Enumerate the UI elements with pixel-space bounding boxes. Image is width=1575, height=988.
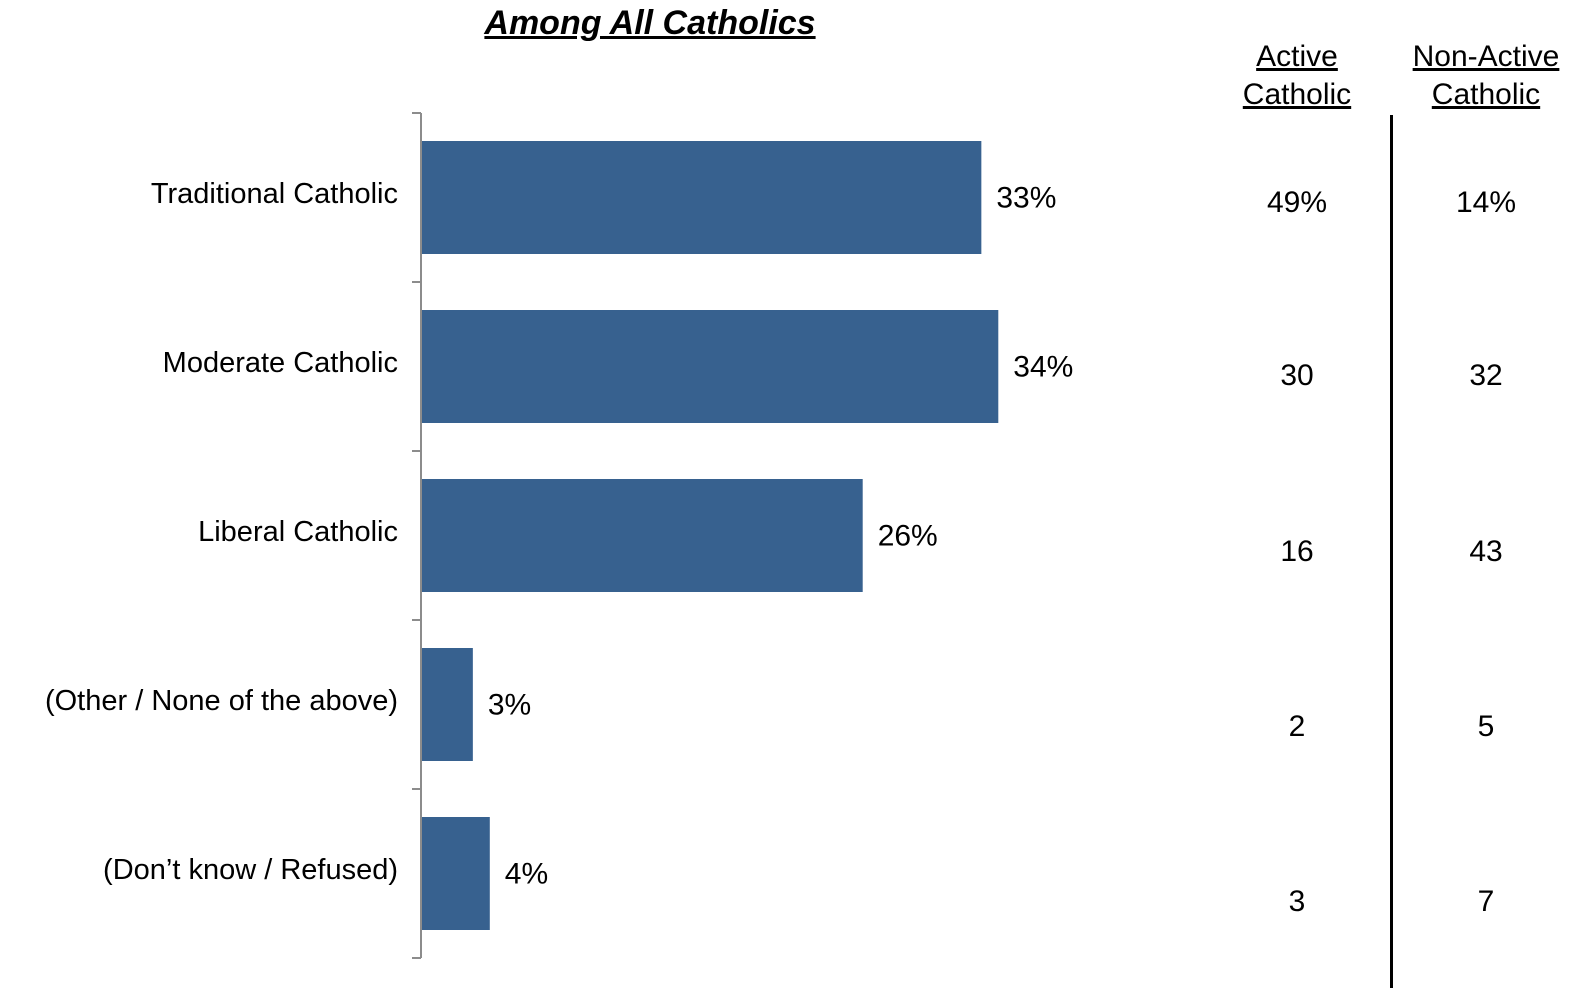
table-cell: 16 <box>1280 535 1314 568</box>
column-header-non-active-catholic: Non-Active Catholic <box>1391 38 1575 114</box>
bar <box>422 817 490 930</box>
column-header-line: Catholic <box>1431 78 1541 111</box>
bar <box>422 479 863 592</box>
chart-title: Among All Catholics <box>484 4 816 42</box>
data-label: 33% <box>996 181 1056 214</box>
table-cell: 32 <box>1469 359 1503 392</box>
bar <box>422 648 473 761</box>
data-label: 26% <box>878 519 938 552</box>
data-label: 4% <box>505 857 548 890</box>
column-header-active-catholic: Active Catholic <box>1202 38 1392 114</box>
data-label: 34% <box>1013 350 1073 383</box>
data-label: 3% <box>488 688 531 721</box>
bar <box>422 310 999 423</box>
table-cell: 43 <box>1469 535 1503 568</box>
category-label: (Don’t know / Refused) <box>103 854 398 886</box>
table-cell: 2 <box>1288 710 1306 743</box>
table-cell: 7 <box>1477 885 1495 918</box>
table-cell: 30 <box>1280 359 1314 392</box>
column-header-line: Non-Active <box>1412 40 1560 73</box>
category-label: Traditional Catholic <box>151 178 398 210</box>
category-label: (Other / None of the above) <box>45 685 398 717</box>
bar <box>422 141 982 254</box>
column-header-line: Active <box>1256 40 1338 73</box>
column-header-line: Catholic <box>1242 78 1352 111</box>
category-label: Liberal Catholic <box>198 516 398 548</box>
table-cell: 49% <box>1266 186 1328 219</box>
table-cell: 3 <box>1288 885 1306 918</box>
table-cell: 14% <box>1455 186 1517 219</box>
category-label: Moderate Catholic <box>163 347 398 379</box>
table-divider <box>1390 115 1393 988</box>
table-cell: 5 <box>1477 710 1495 743</box>
